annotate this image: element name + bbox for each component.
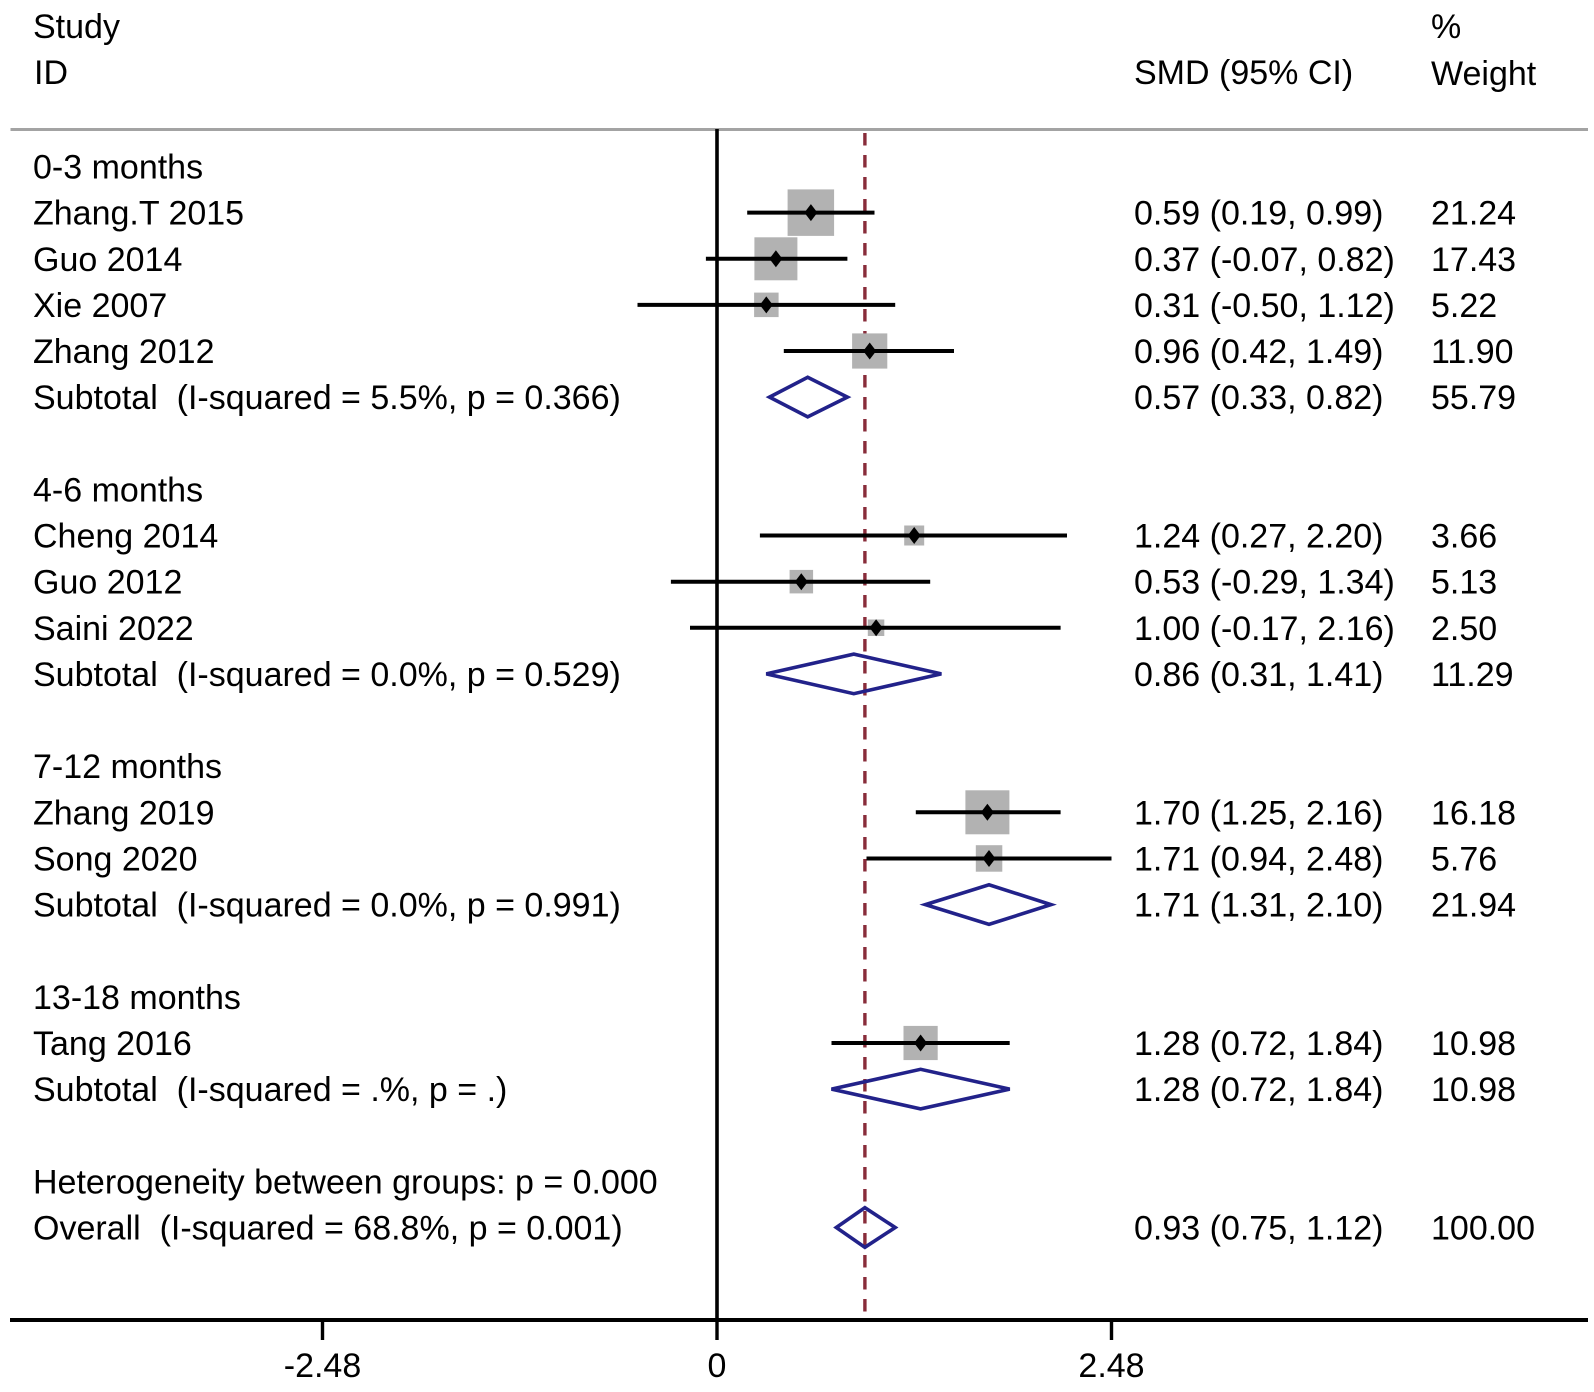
svg-text:5.76: 5.76 bbox=[1431, 841, 1497, 879]
svg-text:0.86 (0.31, 1.41): 0.86 (0.31, 1.41) bbox=[1134, 656, 1384, 694]
svg-text:21.24: 21.24 bbox=[1431, 195, 1516, 233]
svg-text:1.28 (0.72, 1.84): 1.28 (0.72, 1.84) bbox=[1134, 1025, 1384, 1063]
svg-text:Xie 2007: Xie 2007 bbox=[33, 287, 167, 325]
svg-text:0.37 (-0.07, 0.82): 0.37 (-0.07, 0.82) bbox=[1134, 241, 1395, 279]
svg-text:13-18 months: 13-18 months bbox=[33, 979, 241, 1017]
svg-text:Subtotal (I-squared = 0.0%, p: Subtotal (I-squared = 0.0%, p = 0.529) bbox=[33, 656, 621, 694]
svg-text:1.71 (1.31, 2.10): 1.71 (1.31, 2.10) bbox=[1134, 887, 1384, 925]
svg-text:1.28 (0.72, 1.84): 1.28 (0.72, 1.84) bbox=[1134, 1071, 1384, 1109]
svg-text:Study: Study bbox=[33, 8, 120, 46]
svg-text:Guo 2012: Guo 2012 bbox=[33, 564, 182, 602]
svg-text:0: 0 bbox=[708, 1347, 727, 1385]
svg-text:ID: ID bbox=[34, 54, 68, 92]
svg-text:4-6 months: 4-6 months bbox=[33, 471, 203, 509]
svg-text:16.18: 16.18 bbox=[1431, 794, 1516, 832]
svg-text:-2.48: -2.48 bbox=[284, 1347, 362, 1385]
svg-text:1.70 (1.25, 2.16): 1.70 (1.25, 2.16) bbox=[1134, 794, 1384, 832]
svg-text:11.29: 11.29 bbox=[1431, 656, 1514, 694]
svg-text:0.57 (0.33, 0.82): 0.57 (0.33, 0.82) bbox=[1134, 379, 1384, 417]
svg-text:Subtotal (I-squared = 0.0%, p: Subtotal (I-squared = 0.0%, p = 0.991) bbox=[33, 887, 621, 925]
svg-text:Weight: Weight bbox=[1431, 55, 1537, 93]
svg-text:5.13: 5.13 bbox=[1431, 564, 1497, 602]
svg-text:Zhang 2019: Zhang 2019 bbox=[33, 794, 215, 832]
svg-text:Zhang.T 2015: Zhang.T 2015 bbox=[33, 195, 244, 233]
svg-text:%: % bbox=[1431, 8, 1461, 46]
svg-text:0.96 (0.42, 1.49): 0.96 (0.42, 1.49) bbox=[1134, 333, 1384, 371]
svg-text:Tang 2016: Tang 2016 bbox=[33, 1025, 192, 1063]
svg-text:1.71 (0.94, 2.48): 1.71 (0.94, 2.48) bbox=[1134, 841, 1384, 879]
svg-text:Guo 2014: Guo 2014 bbox=[33, 241, 182, 279]
svg-text:2.48: 2.48 bbox=[1078, 1347, 1144, 1385]
svg-text:0.31 (-0.50, 1.12): 0.31 (-0.50, 1.12) bbox=[1134, 287, 1395, 325]
svg-text:100.00: 100.00 bbox=[1431, 1210, 1535, 1248]
svg-text:Subtotal (I-squared = .%, p =: Subtotal (I-squared = .%, p = .) bbox=[33, 1071, 507, 1109]
svg-text:Cheng 2014: Cheng 2014 bbox=[33, 518, 218, 556]
svg-text:Saini 2022: Saini 2022 bbox=[33, 610, 194, 648]
svg-text:1.00 (-0.17, 2.16): 1.00 (-0.17, 2.16) bbox=[1134, 610, 1395, 648]
svg-text:Song 2020: Song 2020 bbox=[33, 841, 198, 879]
svg-text:SMD (95% CI): SMD (95% CI) bbox=[1134, 54, 1353, 92]
svg-text:5.22: 5.22 bbox=[1431, 287, 1497, 325]
svg-text:0-3 months: 0-3 months bbox=[33, 149, 203, 187]
svg-text:3.66: 3.66 bbox=[1431, 518, 1497, 556]
svg-text:0.93 (0.75, 1.12): 0.93 (0.75, 1.12) bbox=[1134, 1210, 1384, 1248]
svg-text:10.98: 10.98 bbox=[1431, 1025, 1516, 1063]
svg-text:1.24 (0.27, 2.20): 1.24 (0.27, 2.20) bbox=[1134, 518, 1384, 556]
svg-text:Subtotal (I-squared = 5.5%, p: Subtotal (I-squared = 5.5%, p = 0.366) bbox=[33, 379, 621, 417]
svg-text:7-12 months: 7-12 months bbox=[33, 748, 222, 786]
svg-text:10.98: 10.98 bbox=[1431, 1071, 1516, 1109]
svg-text:21.94: 21.94 bbox=[1431, 887, 1516, 925]
svg-text:0.53 (-0.29, 1.34): 0.53 (-0.29, 1.34) bbox=[1134, 564, 1395, 602]
svg-text:0.59 (0.19, 0.99): 0.59 (0.19, 0.99) bbox=[1134, 195, 1384, 233]
svg-text:11.90: 11.90 bbox=[1431, 333, 1514, 371]
svg-text:17.43: 17.43 bbox=[1431, 241, 1516, 279]
svg-text:Overall (I-squared = 68.8%, p: Overall (I-squared = 68.8%, p = 0.001) bbox=[33, 1210, 623, 1248]
svg-text:Heterogeneity between groups:: Heterogeneity between groups: p = 0.000 bbox=[33, 1163, 658, 1201]
svg-text:Zhang 2012: Zhang 2012 bbox=[33, 333, 215, 371]
svg-text:55.79: 55.79 bbox=[1431, 379, 1516, 417]
svg-text:2.50: 2.50 bbox=[1431, 610, 1497, 648]
